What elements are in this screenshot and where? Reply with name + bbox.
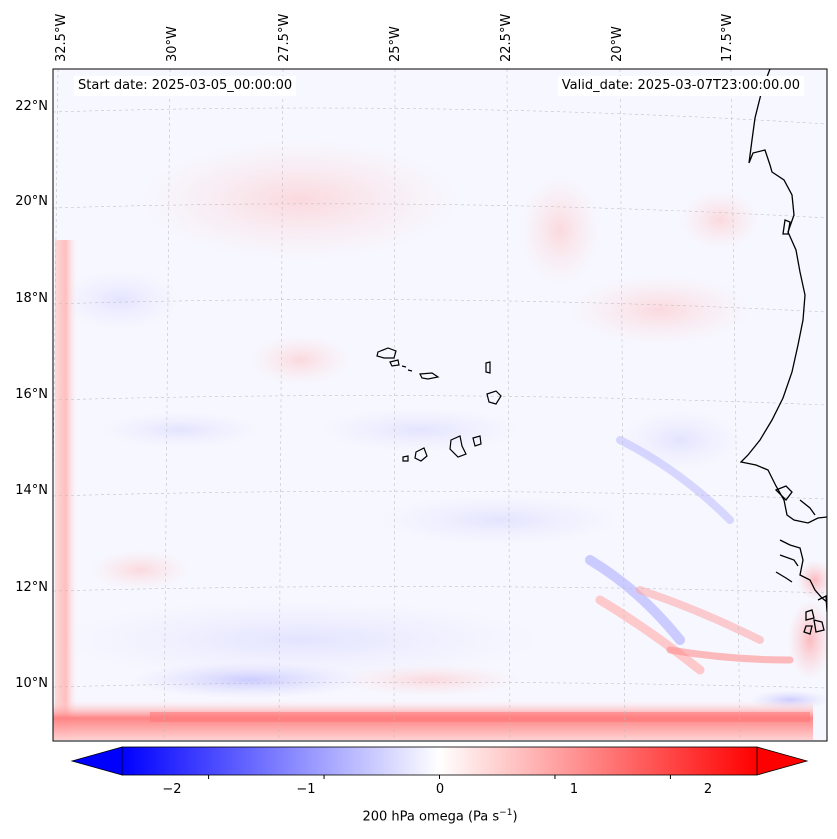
colorbar-tick: −1 [296, 782, 316, 797]
colorbar-tick: 1 [569, 782, 579, 797]
colorbar-tick: −2 [162, 782, 182, 797]
colorbar [70, 746, 809, 779]
lat-label: 20°N [15, 194, 48, 209]
lat-label: 14°N [15, 483, 48, 498]
west-africa-coast [739, 69, 827, 635]
colorbar-tick: 2 [703, 782, 713, 797]
valid-date-label: Valid_date: 2025-03-07T23:00:00.00 [557, 76, 804, 96]
colorbar-label-end: ) [512, 809, 518, 825]
lat-label: 22°N [15, 99, 48, 114]
cape-verde-islands [376, 347, 502, 462]
start-date-label: Start date: 2025-03-05_00:00:00 [74, 76, 297, 96]
lat-label: 16°N [15, 387, 48, 402]
colorbar-tick: 0 [435, 782, 445, 797]
colorbar-label: 200 hPa omega (Pa s−1) [0, 808, 837, 824]
lat-label: 12°N [15, 580, 48, 595]
colorbar-label-text: 200 hPa omega (Pa s [362, 809, 500, 825]
lat-label: 10°N [15, 676, 48, 691]
lat-label: 18°N [15, 291, 48, 306]
colorbar-label-sup: −1 [499, 808, 513, 818]
